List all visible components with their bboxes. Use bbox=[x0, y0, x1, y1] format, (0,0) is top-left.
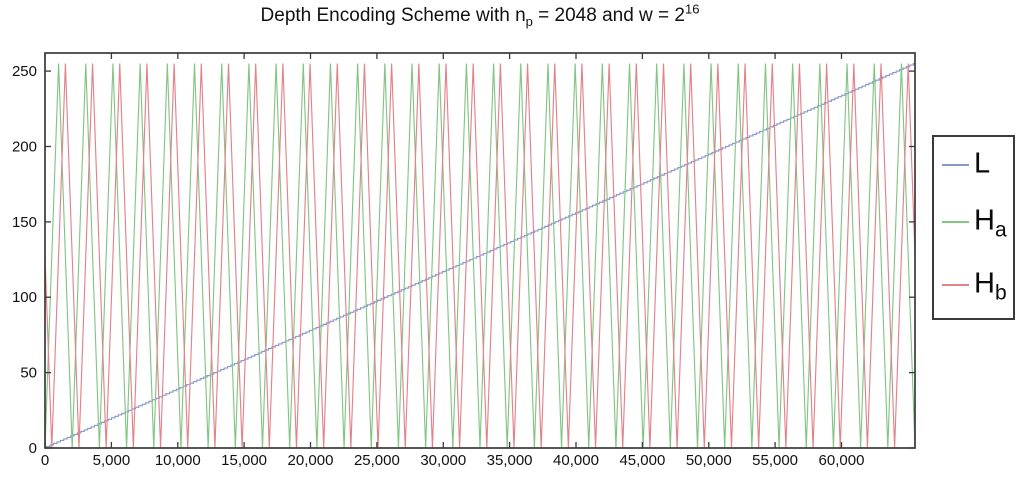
x-tick-label: 30,000 bbox=[420, 452, 466, 469]
legend: L Ha Hb bbox=[932, 135, 1015, 320]
x-tick-label: 60,000 bbox=[819, 452, 865, 469]
chart-title-part2: = 2048 and w = 2 bbox=[532, 5, 685, 26]
legend-line-sample bbox=[942, 284, 969, 286]
y-tick-label: 100 bbox=[12, 289, 37, 306]
chart-title: Depth Encoding Scheme with np = 2048 and… bbox=[45, 1, 915, 29]
x-tick-label: 10,000 bbox=[155, 452, 201, 469]
y-tick-label: 250 bbox=[12, 63, 37, 80]
chart-title-subscript: p bbox=[525, 13, 533, 29]
x-tick-label: 5,000 bbox=[93, 452, 131, 469]
x-tick-label: 55,000 bbox=[752, 452, 798, 469]
legend-label: Hb bbox=[974, 267, 1007, 305]
x-tick-label: 25,000 bbox=[354, 452, 400, 469]
legend-label-subscript: b bbox=[994, 281, 1007, 305]
legend-label: Ha bbox=[974, 204, 1007, 242]
x-tick-label: 50,000 bbox=[686, 452, 732, 469]
series-line-h-b bbox=[45, 63, 915, 449]
x-tick-label: 40,000 bbox=[553, 452, 599, 469]
legend-label: L bbox=[974, 147, 991, 180]
y-tick-label: 150 bbox=[12, 214, 37, 231]
x-tick-label: 35,000 bbox=[487, 452, 533, 469]
chart-title-superscript: 16 bbox=[685, 1, 700, 17]
x-tick-label: 45,000 bbox=[619, 452, 665, 469]
y-tick-label: 0 bbox=[29, 440, 37, 457]
x-tick-label: 0 bbox=[41, 452, 49, 469]
legend-label-subscript: a bbox=[994, 218, 1007, 242]
x-tick-label: 20,000 bbox=[288, 452, 334, 469]
x-tick-label: 15,000 bbox=[221, 452, 267, 469]
chart-title-part1: Depth Encoding Scheme with n bbox=[260, 5, 526, 26]
axes-border bbox=[44, 52, 916, 449]
y-tick-label: 200 bbox=[12, 139, 37, 156]
y-tick-label: 50 bbox=[20, 365, 37, 382]
legend-line-sample bbox=[942, 221, 969, 223]
legend-line-sample bbox=[942, 164, 969, 166]
